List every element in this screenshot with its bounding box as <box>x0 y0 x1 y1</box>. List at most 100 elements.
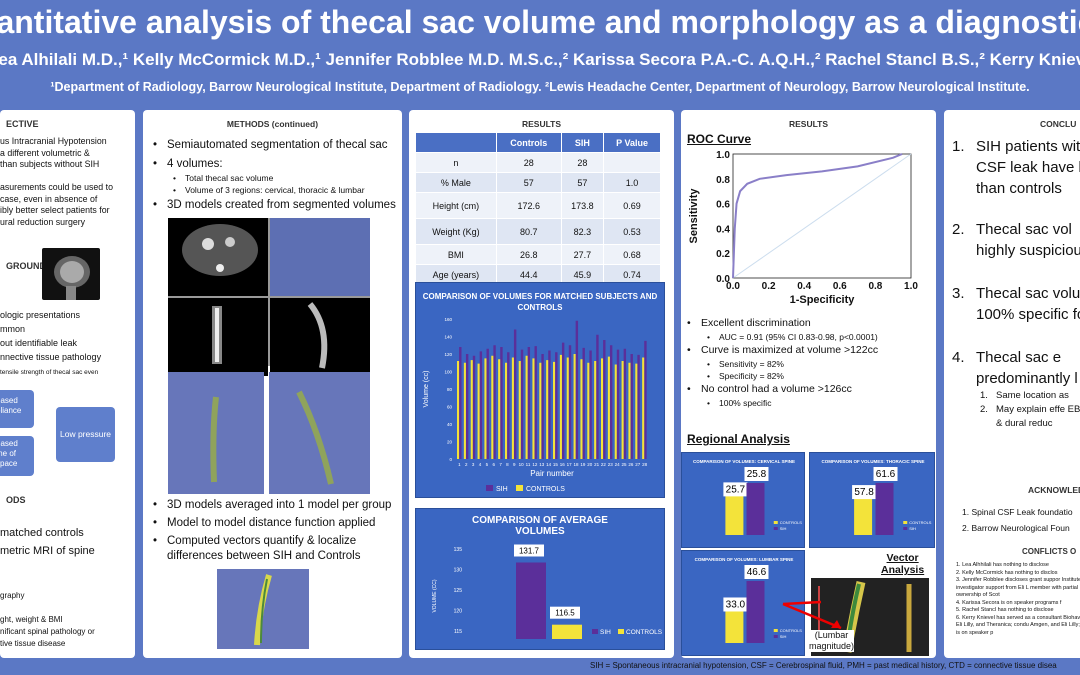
bar-sih <box>527 347 531 459</box>
arrow-icon <box>782 600 842 630</box>
table-row: BMI 26.8 27.7 0.68 <box>415 244 661 265</box>
legend-swatch-controls <box>516 485 523 491</box>
bar-controls <box>607 356 611 459</box>
regional-title: Regional Analysis <box>687 432 790 446</box>
table-cell: 57 <box>560 172 605 193</box>
y-tick-label: 0.2 <box>716 249 730 260</box>
objective-line: ural reduction surgery <box>0 216 86 227</box>
roc-bullet-3: No control had a volume >126cc <box>685 382 932 397</box>
ack-1: 1. Spinal CSF Leak foundatio <box>962 507 1073 517</box>
data-label-box <box>723 482 748 497</box>
x-tick-label: 12 <box>532 462 538 467</box>
diagonal-reference <box>732 153 912 279</box>
method-bullet-3: 3D models created from segmented volumes <box>151 198 398 213</box>
data-label-box <box>550 606 580 619</box>
y-tick-label: 160 <box>444 317 452 322</box>
table-cell: 27.7 <box>560 244 605 265</box>
bar-sih <box>479 351 483 459</box>
demographics-table: Controls SIH P Value n 28 28% Male 57 57 1.0 Hei… <box>415 132 661 285</box>
table-cell: BMI <box>415 244 497 265</box>
roc-sub-1: AUC = 0.91 (95% CI 0.83-0.98, p<0.0001) <box>685 331 932 343</box>
background-line: out identifiable leak <box>0 338 78 348</box>
conclusions-panel: CONCLU 1. SIH patients wit CSF leak have … <box>944 110 1080 658</box>
head-mri-image <box>42 248 100 300</box>
thoracic-chart: COMPARISON OF VOLUMES: THORACIC SPINE 57.… <box>809 452 935 548</box>
bar-controls <box>457 361 460 459</box>
bar-controls <box>525 355 529 459</box>
vector-title: Vector Analysis <box>881 552 925 576</box>
data-label: 46.6 <box>747 567 767 578</box>
x-tick-label: 21 <box>594 462 600 467</box>
data-label-box <box>744 467 769 481</box>
y-tick-label: 125 <box>454 588 463 594</box>
lumbar-magnitude-label: (Lumbar magnitude) <box>809 630 855 652</box>
y-tick-label: 0 <box>449 457 452 462</box>
x-tick-label: 0.4 <box>797 281 811 292</box>
x-tick-label: 20 <box>587 462 593 467</box>
bar-sih <box>520 349 524 459</box>
background-line: nnective tissue pathology <box>0 352 102 362</box>
flow-box-low-pressure: Low pressure <box>56 407 115 462</box>
method-bullet-5: Model to model distance function applied <box>151 516 398 531</box>
background-line: ologic presentations <box>0 310 81 320</box>
y-tick-label: 80 <box>447 387 453 392</box>
roc-sub-4: 100% specific <box>685 397 932 409</box>
bar-sih <box>465 354 469 459</box>
table-cell: 0.53 <box>603 218 661 245</box>
coi-item: 2. Kelly McCormick has nothing to disclo… <box>956 569 1058 576</box>
bar-sih <box>623 348 627 459</box>
bar-controls <box>484 358 488 459</box>
average-volumes-chart: COMPARISON OF AVERAGE VOLUMES 115 120 125 1… <box>415 508 665 650</box>
background-small: tensile strength of thecal sac even <box>0 369 99 376</box>
y-tick-label: 0.4 <box>716 224 730 235</box>
table-cell: 28 <box>495 152 562 173</box>
bar-controls <box>614 364 618 459</box>
region-bar-controls <box>854 491 873 535</box>
bar-controls <box>635 363 639 459</box>
table-cell: 82.3 <box>560 218 605 245</box>
plot-frame <box>732 153 912 279</box>
x-tick-label: 14 <box>546 462 552 467</box>
coi-item: 5. Rachel Stancl has nothing to disclose <box>956 607 1054 613</box>
data-label: 25.7 <box>726 484 746 495</box>
bar-sih <box>630 354 633 459</box>
legend-swatch-sih <box>486 485 493 491</box>
authors: Lea Alhilali M.D.,¹ Kelly McCormick M.D.… <box>0 50 1080 69</box>
data-label: 33.0 <box>726 599 746 610</box>
chart-title: COMPARISON OF VOLUMES: THORACIC SPINE <box>822 459 925 464</box>
y-tick-label: 1.0 <box>716 150 730 161</box>
objective-line: us Intracranial Hypotension <box>0 136 107 146</box>
data-label-box <box>744 565 769 579</box>
x-tick-label: 0.0 <box>726 281 740 292</box>
table-cell: 80.7 <box>495 218 562 245</box>
objective-line: ibly better select patients for <box>0 205 110 215</box>
y-tick-label: 120 <box>444 352 452 357</box>
bar-controls <box>594 361 597 459</box>
objective-line: asurements could be used to <box>0 182 113 192</box>
bar-sih <box>589 350 592 459</box>
mri-segmentation-image <box>168 218 370 376</box>
bar-sih <box>596 334 599 459</box>
method-bullet-2: 4 volumes: <box>151 157 398 172</box>
y-tick-label: 40 <box>447 422 453 427</box>
bar-controls <box>642 357 645 459</box>
pair-chart-title: COMPARISON OF VOLUMES FOR MATCHED SUBJEC… <box>422 292 658 312</box>
table-cell: Weight (Kg) <box>415 218 497 245</box>
bar-controls <box>621 361 625 459</box>
legend-label-controls: CONTROLS <box>626 629 663 636</box>
x-tick-label: 0.6 <box>833 281 847 292</box>
results-panel-2: RESULTS ROC Curve 0.0 0.0 0.2 0.2 0.4 0.4 0.6 0… <box>681 110 936 658</box>
x-tick-label: 24 <box>615 462 621 467</box>
x-tick-label: 1 <box>458 462 461 467</box>
x-tick-label: 8 <box>506 462 509 467</box>
legend-swatch-sih <box>903 527 908 530</box>
x-tick-label: 3 <box>472 462 475 467</box>
y-tick-label: 135 <box>454 547 463 553</box>
legend-label-sih: SIH <box>909 526 916 531</box>
ack-title: ACKNOWLED <box>1028 485 1080 495</box>
y-tick-label: 115 <box>454 629 462 635</box>
avg-chart-title: COMPARISON OF AVERAGE VOLUMES <box>472 515 608 537</box>
bar-controls <box>566 357 570 459</box>
bar-controls <box>601 358 604 459</box>
x-tick-label: 0.8 <box>868 281 882 292</box>
